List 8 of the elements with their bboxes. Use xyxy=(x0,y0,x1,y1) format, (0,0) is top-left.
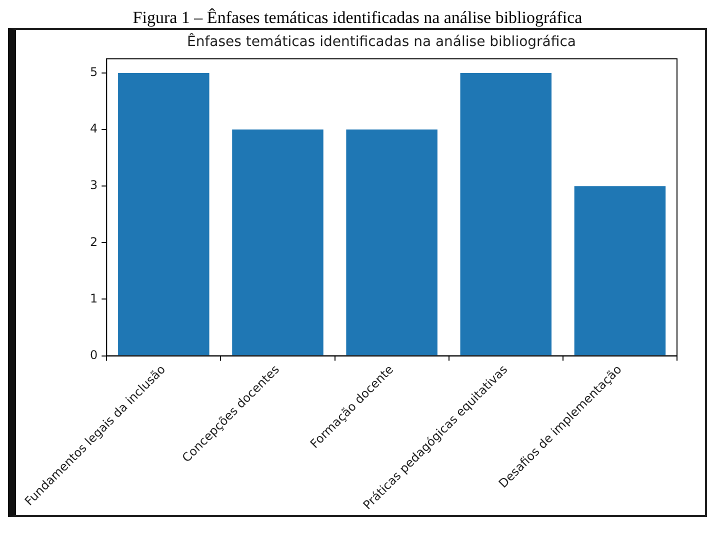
y-tick-label: 5 xyxy=(90,65,98,80)
y-tick-label: 2 xyxy=(90,234,98,249)
text: Figura 1 – Ênfases temáticas identificadas na análise bibliográfica xyxy=(132,8,584,28)
y-tick-label: 0 xyxy=(90,348,98,362)
chart-title: Ênfases temáticas identificadas na análise bibliográfica xyxy=(187,33,576,50)
y-tick-label: 4 xyxy=(90,122,98,136)
y-tick-label: 3 xyxy=(90,178,98,192)
y-tick-label: 1 xyxy=(90,291,98,306)
